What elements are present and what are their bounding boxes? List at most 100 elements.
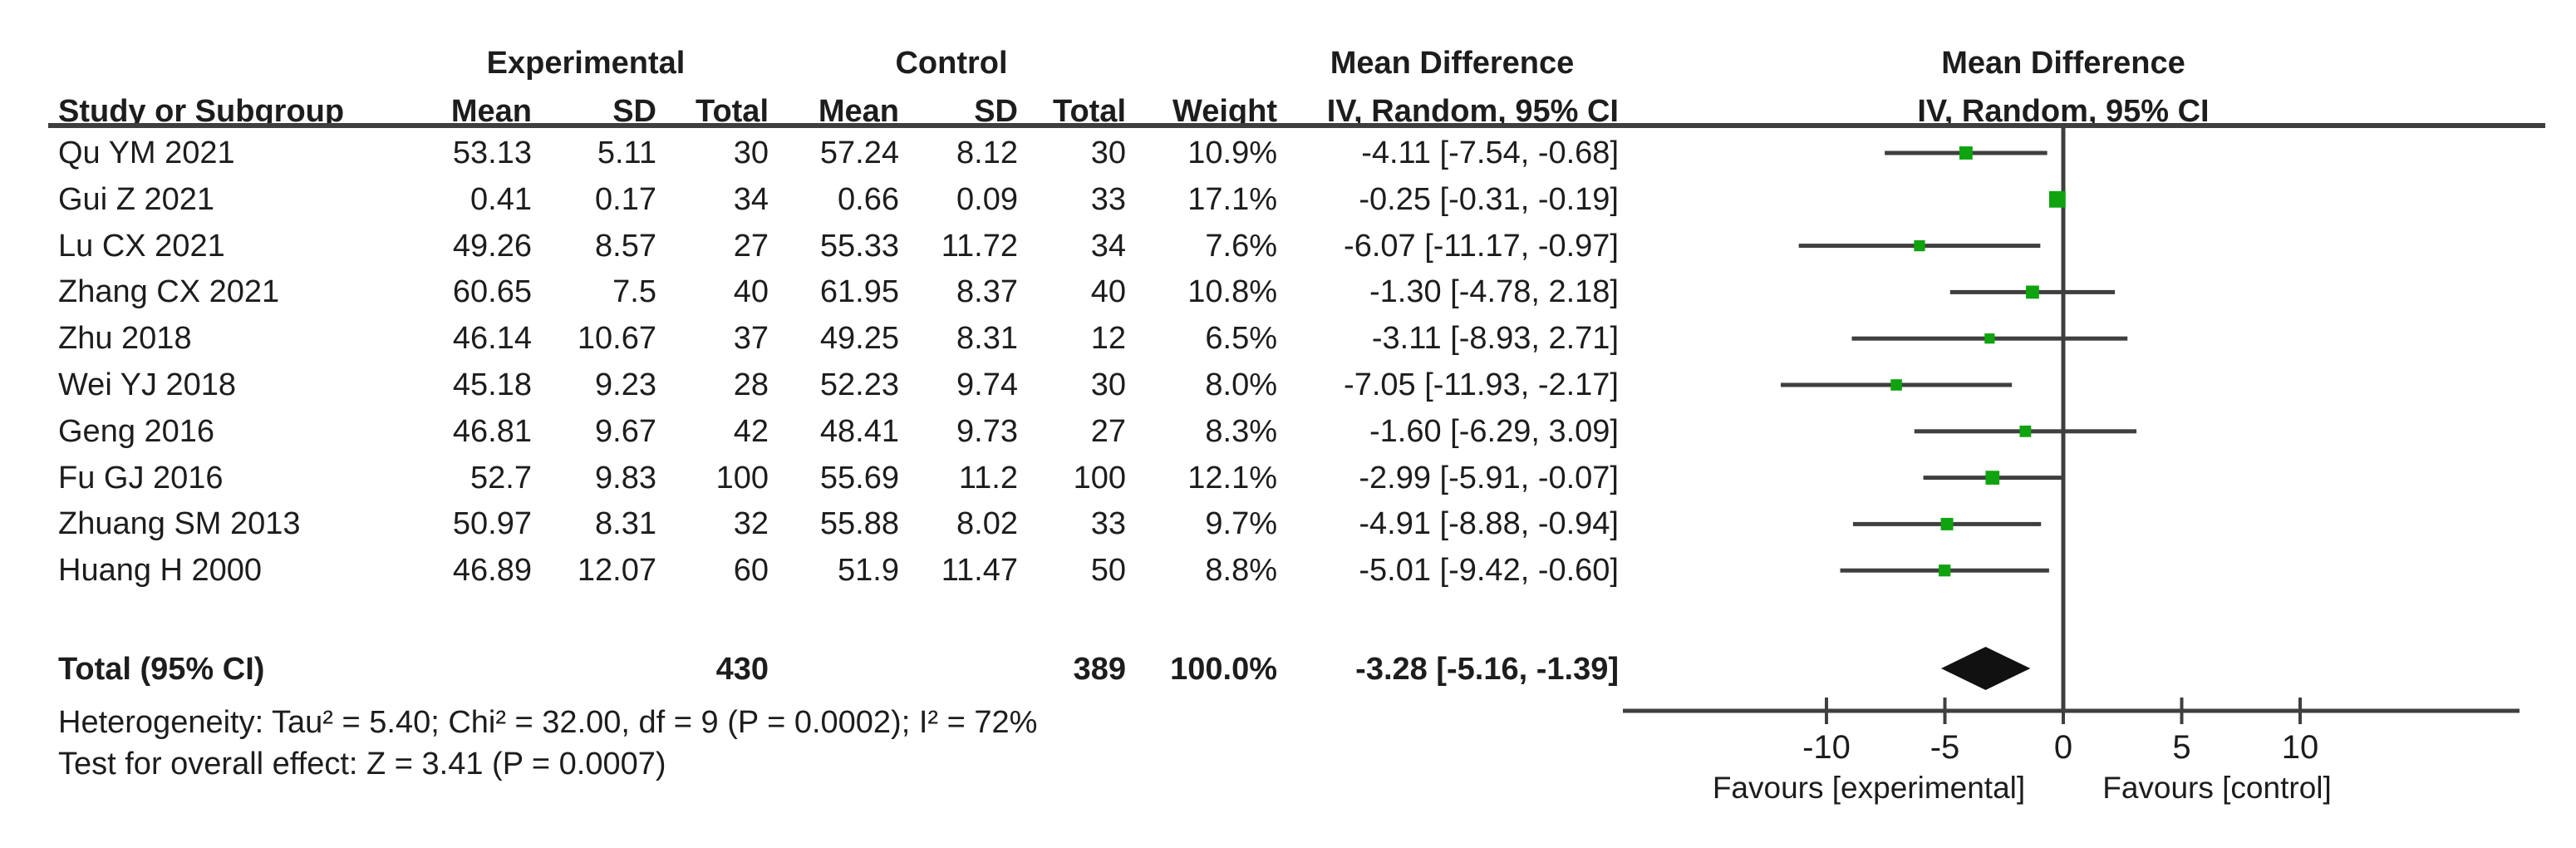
study-row-cell: 9.83 (595, 461, 656, 495)
study-row-cell: 0.09 (956, 182, 1018, 217)
x-axis-tick (1943, 698, 1947, 724)
study-row-cell: 17.1% (1187, 182, 1277, 217)
x-axis-tick (2062, 698, 2065, 724)
study-row-cell: 46.81 (452, 414, 532, 449)
study-row-cell: 8.12 (956, 136, 1018, 170)
effect-square (2019, 425, 2032, 437)
study-row-cell: 34 (733, 182, 769, 217)
effect-square (1890, 379, 1902, 391)
effect-square (1985, 471, 2000, 485)
study-row-cell: 42 (733, 414, 769, 449)
study-row-cell: 45.18 (452, 367, 532, 402)
study-row-cell: 10.67 (577, 321, 656, 356)
study-row-cell: 9.7% (1205, 506, 1277, 541)
study-row-cell: Wei YJ 2018 (58, 367, 237, 402)
header-rule (48, 123, 2545, 128)
study-row-cell: 27 (1090, 414, 1126, 449)
study-row-cell: 7.6% (1205, 229, 1277, 264)
study-row-cell: 49.26 (452, 229, 532, 264)
study-row-cell: -3.11 [-8.93, 2.71] (1371, 321, 1619, 356)
favours-control-label: Favours [control] (2102, 771, 2332, 805)
study-row-cell: 46.89 (452, 553, 532, 588)
study-row-cell: 37 (733, 321, 769, 356)
study-row-cell: 55.33 (819, 229, 899, 264)
study-row-cell: -2.99 [-5.91, -0.07] (1359, 461, 1619, 495)
x-axis-tick-label: -10 (1802, 729, 1851, 766)
x-axis-tick-label: -5 (1930, 729, 1960, 766)
study-row-cell: 33 (1090, 506, 1126, 541)
study-row-cell: 12.1% (1187, 461, 1277, 495)
study-row-cell: 57.24 (819, 136, 899, 170)
study-row-cell: 60.65 (452, 274, 532, 309)
header-control-group: Control (895, 46, 1008, 81)
study-row-cell: 51.9 (838, 553, 899, 588)
study-row-cell: Zhang CX 2021 (58, 274, 280, 309)
study-row-cell: 8.31 (595, 506, 656, 541)
study-row-cell: 55.88 (819, 506, 899, 541)
study-row-cell: 8.02 (956, 506, 1018, 541)
favours-experimental-label: Favours [experimental] (1713, 771, 2025, 805)
study-row-cell: 28 (733, 367, 769, 402)
x-axis-tick-label: 5 (2172, 729, 2190, 766)
header-mean-difference-plot: Mean Difference (1941, 46, 2185, 81)
study-row-cell: -0.25 [-0.31, -0.19] (1359, 182, 1619, 217)
total-label: Total (95% CI) (58, 652, 265, 687)
study-row-cell: 8.0% (1205, 367, 1277, 402)
study-row-cell: -4.11 [-7.54, -0.68] (1361, 136, 1619, 170)
x-axis-tick (1825, 698, 1828, 724)
study-row-cell: Gui Z 2021 (58, 182, 214, 217)
study-row-cell: 40 (733, 274, 769, 309)
total-weight: 100.0% (1170, 652, 1277, 687)
study-row-cell: 100 (715, 461, 769, 495)
x-axis-tick-label: 10 (2282, 729, 2319, 766)
study-row-cell: 40 (1090, 274, 1126, 309)
study-row-cell: 34 (1090, 229, 1126, 264)
study-row-cell: -1.30 [-4.78, 2.18] (1369, 274, 1619, 309)
study-row-cell: Geng 2016 (58, 414, 215, 449)
study-row-cell: 52.23 (819, 367, 899, 402)
study-row-cell: 61.95 (819, 274, 899, 309)
study-row-cell: -7.05 [-11.93, -2.17] (1344, 367, 1619, 402)
x-axis-line (1623, 708, 2519, 713)
study-row-cell: -6.07 [-11.17, -0.97] (1344, 229, 1619, 264)
study-row-cell: -1.60 [-6.29, 3.09] (1369, 414, 1619, 449)
study-row-cell: Fu GJ 2016 (58, 461, 224, 495)
study-row-cell: 11.47 (941, 553, 1018, 588)
study-row-cell: 46.14 (452, 321, 532, 356)
study-row-cell: 8.37 (956, 274, 1018, 309)
study-row-cell: 5.11 (597, 136, 656, 170)
total-exp-n: 430 (715, 652, 769, 687)
study-row-cell: 53.13 (452, 136, 532, 170)
study-row-cell: 0.17 (595, 182, 656, 217)
study-row-cell: 8.57 (595, 229, 656, 264)
study-row-cell: 49.25 (819, 321, 899, 356)
study-row-cell: 100 (1073, 461, 1126, 495)
study-row-cell: 60 (733, 553, 769, 588)
study-row-cell: 11.72 (941, 229, 1018, 264)
effect-square (1959, 146, 1973, 160)
effect-square (1984, 333, 1995, 344)
x-axis-tick (2298, 698, 2302, 724)
study-row-cell: 12.07 (577, 553, 656, 588)
study-row-cell: 6.5% (1205, 321, 1277, 356)
study-row-cell: 27 (733, 229, 769, 264)
study-row-cell: 50.97 (452, 506, 532, 541)
study-row-cell: 11.2 (958, 461, 1018, 495)
study-row-cell: 32 (733, 506, 769, 541)
study-row-cell: 0.66 (838, 182, 899, 217)
x-axis-tick-label: 0 (2054, 729, 2072, 766)
header-experimental-group: Experimental (486, 46, 686, 81)
study-row-cell: 10.9% (1187, 136, 1277, 170)
overall-effect-text: Test for overall effect: Z = 3.41 (P = 0… (58, 747, 666, 781)
study-row-cell: -4.91 [-8.88, -0.94] (1359, 506, 1619, 541)
total-ctl-n: 389 (1073, 652, 1126, 687)
effect-square (1939, 565, 1951, 577)
study-row-cell: 30 (1090, 367, 1126, 402)
study-row-cell: 55.69 (819, 461, 899, 495)
study-row-cell: 9.74 (956, 367, 1018, 402)
zero-line (2061, 127, 2066, 711)
study-row-cell: 52.7 (470, 461, 532, 495)
study-row-cell: 8.8% (1205, 553, 1277, 588)
pooled-diamond (1940, 647, 2031, 690)
